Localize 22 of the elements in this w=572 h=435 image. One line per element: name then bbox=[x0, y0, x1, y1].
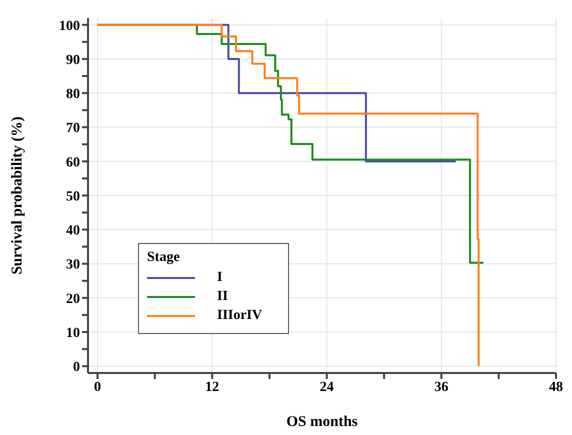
x-tick-label: 0 bbox=[94, 380, 102, 395]
x-tick-label: 12 bbox=[205, 380, 220, 395]
x-tick-label: 48 bbox=[549, 380, 563, 395]
y-tick-label: 50 bbox=[66, 189, 80, 204]
y-tick-label: 40 bbox=[66, 224, 80, 239]
y-tick-label: 0 bbox=[73, 360, 80, 376]
y-tick-label: 60 bbox=[66, 155, 80, 170]
y-tick-label: 30 bbox=[66, 258, 80, 273]
legend-label: II bbox=[217, 289, 228, 305]
y-axis-title: Survival probability (%) bbox=[9, 116, 26, 275]
y-tick-label: 70 bbox=[66, 121, 80, 136]
x-axis-title: OS months bbox=[286, 414, 358, 430]
x-tick-label: 24 bbox=[320, 380, 334, 395]
legend-label: IIIorIV bbox=[217, 308, 262, 324]
x-tick-label: 36 bbox=[434, 380, 448, 395]
y-tick-label: 10 bbox=[66, 326, 80, 342]
y-tick-label: 80 bbox=[66, 87, 80, 102]
y-tick-label: 90 bbox=[66, 52, 80, 68]
legend-title: Stage bbox=[147, 250, 181, 266]
legend-label: I bbox=[217, 270, 222, 286]
y-tick-label: 20 bbox=[66, 292, 80, 307]
y-tick-label: 100 bbox=[59, 18, 80, 34]
